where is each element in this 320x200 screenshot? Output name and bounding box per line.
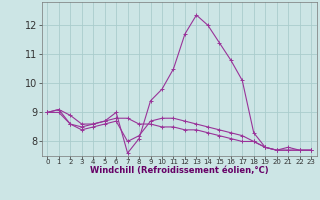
X-axis label: Windchill (Refroidissement éolien,°C): Windchill (Refroidissement éolien,°C) — [90, 166, 268, 175]
